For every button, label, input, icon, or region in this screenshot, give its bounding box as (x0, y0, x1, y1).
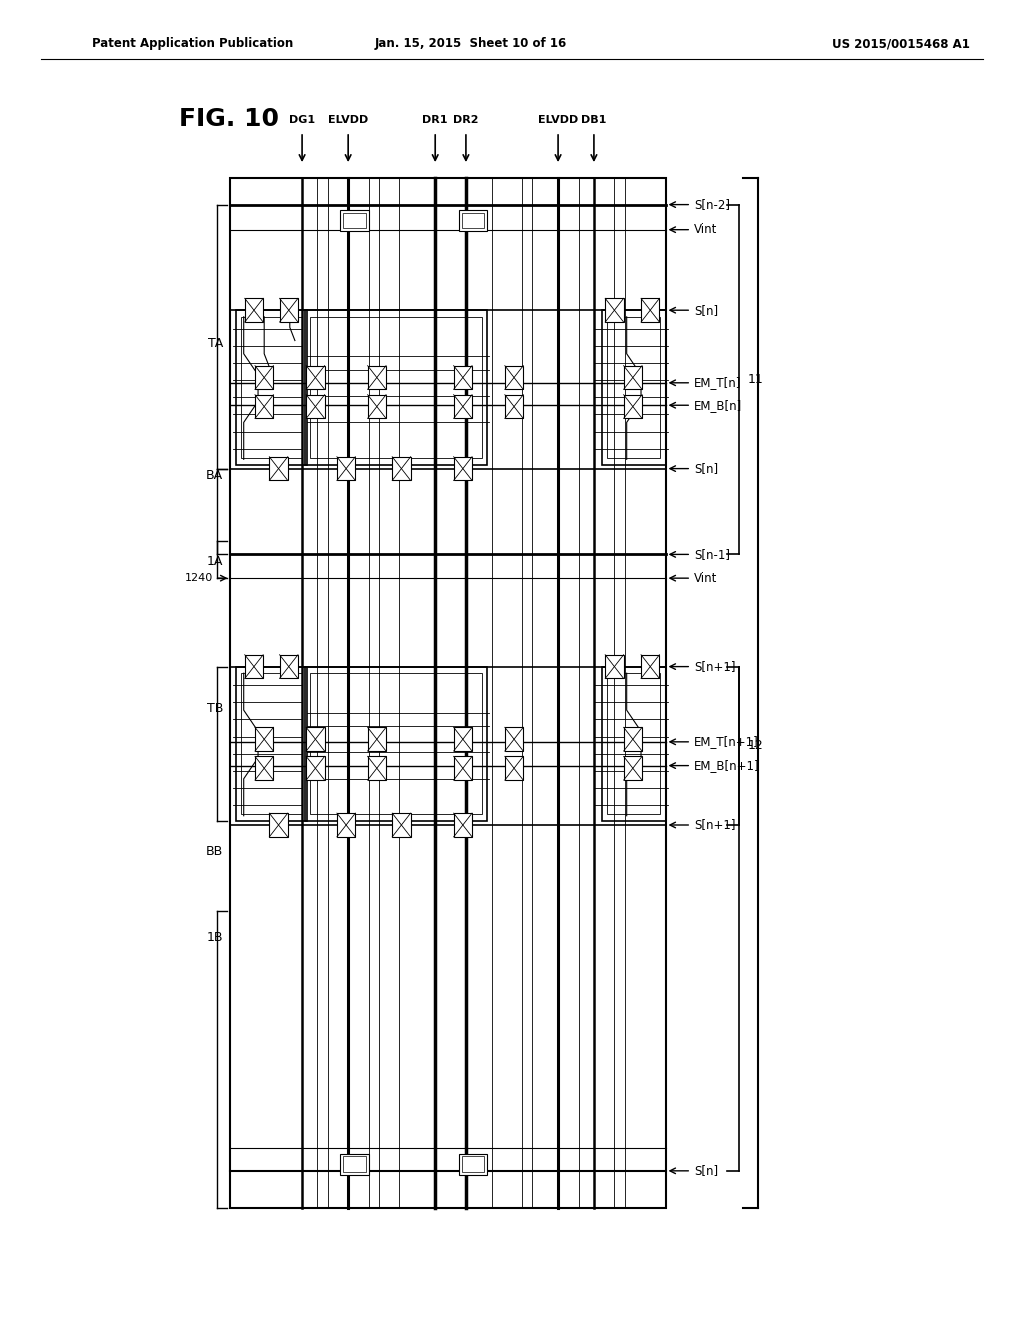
Bar (255, 366, 273, 389)
Bar (454, 813, 472, 837)
Bar (624, 366, 642, 389)
Bar (255, 756, 273, 780)
Bar (605, 655, 624, 678)
Bar (306, 395, 325, 418)
Text: S[n+1]: S[n+1] (694, 660, 736, 673)
Text: Vint: Vint (694, 572, 718, 585)
Bar (337, 813, 355, 837)
Text: TB: TB (207, 702, 223, 715)
Text: BA: BA (206, 469, 223, 482)
Bar (454, 366, 472, 389)
Text: Patent Application Publication: Patent Application Publication (92, 37, 294, 50)
Bar (454, 756, 472, 780)
Bar (305, 667, 487, 821)
Bar (245, 298, 263, 322)
Bar (454, 395, 472, 418)
Text: FIG. 10: FIG. 10 (179, 107, 280, 131)
Bar (602, 310, 666, 465)
Bar (241, 317, 302, 458)
Text: S[n]: S[n] (694, 304, 719, 317)
Bar (624, 756, 642, 780)
Bar (641, 655, 659, 678)
Text: EM_B[n+1]: EM_B[n+1] (694, 759, 760, 772)
Bar (236, 667, 307, 821)
Bar (607, 673, 660, 814)
Bar (454, 727, 472, 751)
Bar (459, 210, 487, 231)
Text: EM_B[n]: EM_B[n] (694, 399, 742, 412)
Text: ELVDD: ELVDD (328, 115, 369, 125)
Text: BB: BB (206, 845, 223, 858)
Bar (340, 210, 369, 231)
Bar (505, 727, 523, 751)
Bar (605, 298, 624, 322)
Bar (280, 298, 298, 322)
Bar (306, 756, 325, 780)
Text: TA: TA (208, 337, 223, 350)
Bar (505, 395, 523, 418)
Bar (462, 213, 484, 228)
Bar (269, 813, 288, 837)
Bar (454, 457, 472, 480)
Bar (392, 813, 411, 837)
Bar (236, 310, 307, 465)
Text: S[n-1]: S[n-1] (694, 548, 730, 561)
Text: S[n+1]: S[n+1] (694, 818, 736, 832)
Bar (624, 727, 642, 751)
Bar (241, 673, 302, 814)
Bar (602, 667, 666, 821)
Text: EM_T[n]: EM_T[n] (694, 376, 741, 389)
Bar (343, 213, 366, 228)
Bar (230, 178, 666, 1208)
Text: DR2: DR2 (454, 115, 478, 125)
Bar (505, 366, 523, 389)
Text: DG1: DG1 (289, 115, 315, 125)
Bar (607, 317, 660, 458)
Bar (392, 457, 411, 480)
Text: DR1: DR1 (423, 115, 447, 125)
Text: DB1: DB1 (582, 115, 606, 125)
Bar (245, 655, 263, 678)
Text: 12: 12 (748, 739, 763, 752)
Text: ELVDD: ELVDD (538, 115, 579, 125)
Text: US 2015/0015468 A1: US 2015/0015468 A1 (833, 37, 970, 50)
Text: 1A: 1A (207, 554, 223, 568)
Bar (310, 317, 482, 458)
Text: S[n]: S[n] (694, 462, 719, 475)
Text: Vint: Vint (694, 223, 718, 236)
Bar (368, 366, 386, 389)
Bar (306, 727, 325, 751)
Bar (280, 655, 298, 678)
Bar (305, 310, 487, 465)
Bar (269, 457, 288, 480)
Bar (310, 673, 482, 814)
Text: 1240: 1240 (184, 573, 213, 583)
Bar (462, 1156, 484, 1172)
Bar (255, 395, 273, 418)
Bar (340, 1154, 369, 1175)
Text: S[n]: S[n] (694, 1164, 719, 1177)
Text: S[n-2]: S[n-2] (694, 198, 730, 211)
Bar (368, 727, 386, 751)
Text: Jan. 15, 2015  Sheet 10 of 16: Jan. 15, 2015 Sheet 10 of 16 (375, 37, 567, 50)
Bar (624, 395, 642, 418)
Bar (337, 457, 355, 480)
Text: EM_T[n+1]: EM_T[n+1] (694, 735, 759, 748)
Bar (368, 756, 386, 780)
Bar (255, 727, 273, 751)
Bar (641, 298, 659, 322)
Bar (505, 756, 523, 780)
Text: 1B: 1B (207, 931, 223, 944)
Bar (343, 1156, 366, 1172)
Text: 11: 11 (748, 374, 763, 385)
Bar (368, 395, 386, 418)
Bar (306, 366, 325, 389)
Bar (459, 1154, 487, 1175)
